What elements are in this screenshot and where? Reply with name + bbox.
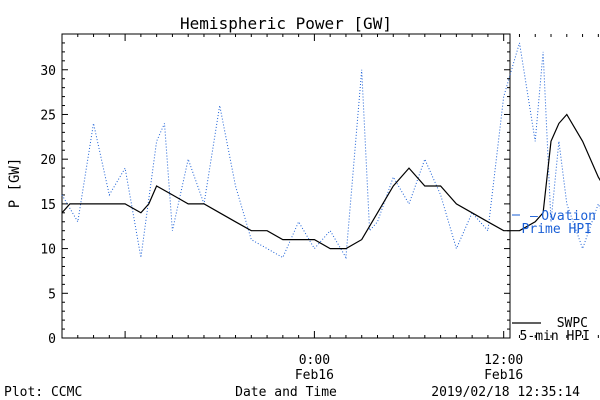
series-layer bbox=[61, 42, 600, 260]
series-ovation-prime-line bbox=[61, 42, 600, 260]
legend-ovation-label-line1: Ovation bbox=[541, 209, 596, 224]
chart-title: Hemispheric Power [GW] bbox=[180, 14, 392, 33]
y-tick-label: 25 bbox=[40, 108, 56, 123]
x-axis: 0:00Feb1612:00Feb160:00Feb1712:00Feb170:… bbox=[77, 34, 599, 383]
series-swpc-line bbox=[61, 113, 600, 250]
y-tick-label: 15 bbox=[40, 198, 56, 213]
plot-frame bbox=[61, 33, 511, 339]
x-tick-label-date: Feb16 bbox=[295, 368, 334, 383]
legend-ovation-dash: – bbox=[530, 209, 538, 224]
x-tick-label-time: 12:00 bbox=[484, 353, 523, 368]
y-tick-label: 0 bbox=[48, 332, 56, 347]
plot-source-label: Plot: CCMC bbox=[4, 385, 82, 400]
x-tick-label-date: Feb16 bbox=[484, 368, 523, 383]
y-axis: 0 5 10 15 20 25 30 bbox=[40, 42, 510, 347]
y-tick-label: 5 bbox=[48, 287, 56, 302]
legend-swpc-label-line1: SWPC bbox=[557, 316, 588, 331]
y-tick-label: 10 bbox=[40, 243, 56, 258]
y-tick-label: 30 bbox=[40, 64, 56, 79]
generation-timestamp: 2019/02/18 12:35:14 bbox=[431, 385, 580, 400]
y-tick-label: 20 bbox=[40, 153, 56, 168]
x-tick-label-time: 0:00 bbox=[299, 353, 330, 368]
legend-swpc-label-line2: 5-min HPI bbox=[520, 329, 590, 344]
y-axis-label: P [GW] bbox=[7, 158, 23, 209]
legend-ovation-label-line2: Prime HPI bbox=[522, 222, 592, 237]
x-axis-label: Date and Time bbox=[235, 385, 337, 400]
